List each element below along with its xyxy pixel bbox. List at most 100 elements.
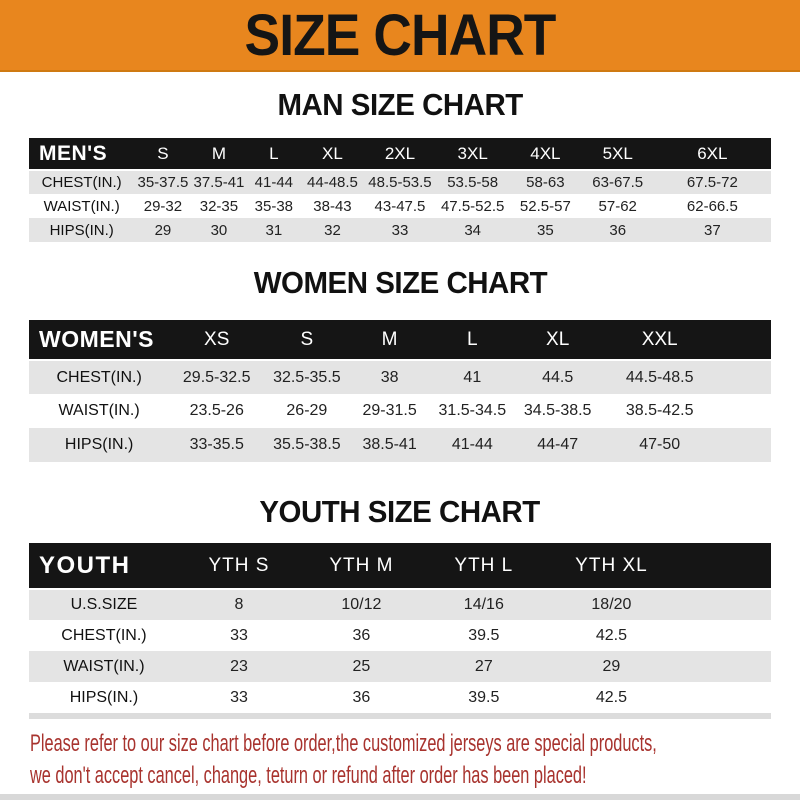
size-value: 23 — [178, 651, 300, 682]
youth-section-title: YOUTH SIZE CHART — [0, 495, 800, 529]
men-size-table: MEN'S S M L XL 2XL 3XL 4XL 5XL 6XL CHEST… — [29, 138, 771, 242]
size-value: 63-67.5 — [581, 170, 654, 194]
size-value: 38 — [349, 360, 430, 394]
header-spacer — [719, 320, 771, 360]
measurement-label: WAIST(IN.) — [29, 394, 170, 428]
size-value: 34 — [436, 218, 510, 242]
size-value: 58-63 — [509, 170, 582, 194]
men-header-row: MEN'S S M L XL 2XL 3XL 4XL 5XL 6XL — [29, 138, 771, 170]
table-row: HIPS(IN.) 29 30 31 32 33 34 35 36 37 — [29, 218, 771, 242]
size-value: 29-32 — [134, 194, 192, 218]
table-row: HIPS(IN.) 33-35.5 35.5-38.5 38.5-41 41-4… — [29, 428, 771, 462]
size-column-header: XXL — [600, 320, 720, 360]
row-spacer — [678, 589, 771, 620]
size-value: 27 — [423, 651, 544, 682]
size-value: 57-62 — [581, 194, 654, 218]
size-column-header: YTH XL — [543, 543, 679, 589]
size-value: 37.5-41 — [191, 170, 247, 194]
size-value: 34.5-38.5 — [514, 394, 601, 428]
women-title-text: WOMEN SIZE CHART — [253, 265, 547, 300]
size-column-header: YTH M — [299, 543, 424, 589]
size-value: 33-35.5 — [169, 428, 265, 462]
size-column-header: L — [246, 138, 302, 170]
row-spacer — [678, 620, 771, 651]
bottom-edge-divider — [0, 794, 800, 800]
size-value: 41-44 — [429, 428, 515, 462]
measurement-label: HIPS(IN.) — [29, 428, 170, 462]
footer-line-2: we don't accept cancel, change, teturn o… — [30, 762, 587, 789]
table-row: WAIST(IN.) 29-32 32-35 35-38 38-43 43-47… — [29, 194, 771, 218]
size-value: 18/20 — [543, 589, 679, 620]
size-column-header: XL — [514, 320, 601, 360]
table-header-label: YOUTH — [29, 543, 179, 589]
size-value: 47-50 — [600, 428, 720, 462]
measurement-label: U.S.SIZE — [29, 589, 179, 620]
size-value: 48.5-53.5 — [363, 170, 437, 194]
table-row: WAIST(IN.) 23 25 27 29 — [29, 651, 771, 682]
size-value: 30 — [191, 218, 247, 242]
size-value: 39.5 — [423, 620, 544, 651]
measurement-label: WAIST(IN.) — [29, 651, 179, 682]
size-value: 42.5 — [543, 682, 679, 713]
size-value: 33 — [363, 218, 437, 242]
size-value: 32-35 — [191, 194, 247, 218]
size-value: 38-43 — [301, 194, 364, 218]
size-value: 35-37.5 — [134, 170, 192, 194]
size-column-header: 3XL — [436, 138, 510, 170]
size-value: 38.5-41 — [349, 428, 430, 462]
size-column-header: XS — [169, 320, 265, 360]
measurement-label: CHEST(IN.) — [29, 170, 135, 194]
size-value: 36 — [299, 620, 424, 651]
size-value: 29-31.5 — [349, 394, 430, 428]
size-column-header: S — [134, 138, 192, 170]
youth-table-bottom-divider — [29, 713, 771, 719]
size-column-header: 4XL — [509, 138, 582, 170]
size-value: 44.5-48.5 — [600, 360, 720, 394]
size-value: 37 — [653, 218, 771, 242]
size-value: 29 — [543, 651, 679, 682]
size-value: 39.5 — [423, 682, 544, 713]
table-row: HIPS(IN.) 33 36 39.5 42.5 — [29, 682, 771, 713]
size-value: 62-66.5 — [653, 194, 771, 218]
table-row: U.S.SIZE 8 10/12 14/16 18/20 — [29, 589, 771, 620]
size-value: 42.5 — [543, 620, 679, 651]
banner-title: SIZE CHART — [244, 2, 557, 68]
size-value: 36 — [299, 682, 424, 713]
women-header-row: WOMEN'S XS S M L XL XXL — [29, 320, 771, 360]
size-value: 47.5-52.5 — [436, 194, 510, 218]
size-value: 33 — [178, 682, 300, 713]
size-value: 31 — [246, 218, 302, 242]
size-value: 38.5-42.5 — [600, 394, 720, 428]
size-column-header: L — [429, 320, 515, 360]
table-row: CHEST(IN.) 29.5-32.5 32.5-35.5 38 41 44.… — [29, 360, 771, 394]
header-spacer — [678, 543, 771, 589]
man-section-title: MAN SIZE CHART — [0, 88, 800, 122]
man-title-text: MAN SIZE CHART — [277, 87, 523, 122]
size-value: 35 — [509, 218, 582, 242]
size-value: 36 — [581, 218, 654, 242]
size-column-header: 5XL — [581, 138, 654, 170]
table-row: WAIST(IN.) 23.5-26 26-29 29-31.5 31.5-34… — [29, 394, 771, 428]
size-value: 44.5 — [514, 360, 601, 394]
size-value: 52.5-57 — [509, 194, 582, 218]
row-spacer — [719, 360, 771, 394]
size-value: 14/16 — [423, 589, 544, 620]
size-value: 44-48.5 — [301, 170, 364, 194]
size-value: 25 — [299, 651, 424, 682]
size-value: 41 — [429, 360, 515, 394]
size-value: 31.5-34.5 — [429, 394, 515, 428]
women-section-title: WOMEN SIZE CHART — [0, 266, 800, 300]
size-value: 29.5-32.5 — [169, 360, 265, 394]
table-row: CHEST(IN.) 35-37.5 37.5-41 41-44 44-48.5… — [29, 170, 771, 194]
size-column-header: 6XL — [653, 138, 771, 170]
size-value: 23.5-26 — [169, 394, 265, 428]
size-value: 32 — [301, 218, 364, 242]
table-header-label: WOMEN'S — [29, 320, 170, 360]
size-column-header: 2XL — [363, 138, 437, 170]
size-value: 33 — [178, 620, 300, 651]
youth-title-text: YOUTH SIZE CHART — [259, 494, 541, 529]
size-value: 26-29 — [264, 394, 350, 428]
size-value: 41-44 — [246, 170, 302, 194]
measurement-label: CHEST(IN.) — [29, 620, 179, 651]
size-value: 32.5-35.5 — [264, 360, 350, 394]
